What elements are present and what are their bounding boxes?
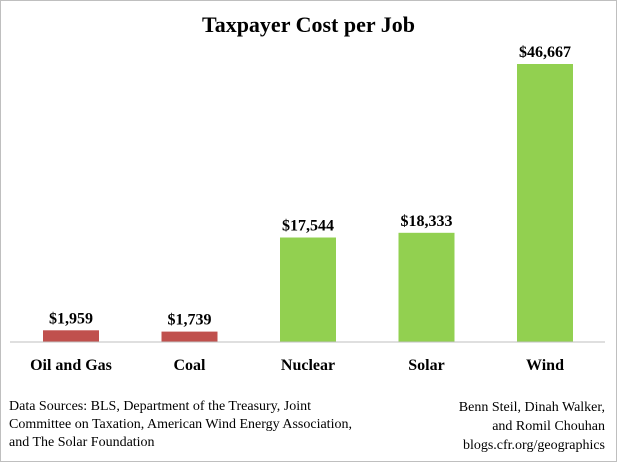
data-label: $17,544 (282, 218, 334, 235)
authors-line: Benn Steil, Dinah Walker, (458, 400, 605, 415)
category-label: Solar (408, 357, 444, 374)
category-label: Oil and Gas (30, 357, 112, 374)
bar-oil-and-gas (43, 330, 99, 342)
authors-line: and Romil Chouhan (492, 419, 605, 434)
data-sources-note: Data Sources: BLS, Department of the Tre… (9, 399, 352, 450)
authors-credit: Benn Steil, Dinah Walker, and Romil Chou… (355, 398, 605, 455)
category-label: Wind (526, 357, 564, 374)
chart-title: Taxpayer Cost per Job (202, 12, 415, 37)
bar-coal (161, 331, 218, 342)
category-label: Coal (174, 357, 207, 374)
bar-wind (517, 64, 573, 342)
data-label: $1,959 (49, 310, 93, 327)
bar-solar (398, 232, 455, 342)
source-url: blogs.cfr.org/geographics (462, 438, 605, 453)
data-label: $1,739 (168, 312, 212, 329)
category-label: Nuclear (281, 357, 335, 374)
data-label: $46,667 (519, 44, 571, 61)
data-label: $18,333 (401, 213, 453, 230)
bar-nuclear (280, 237, 336, 342)
